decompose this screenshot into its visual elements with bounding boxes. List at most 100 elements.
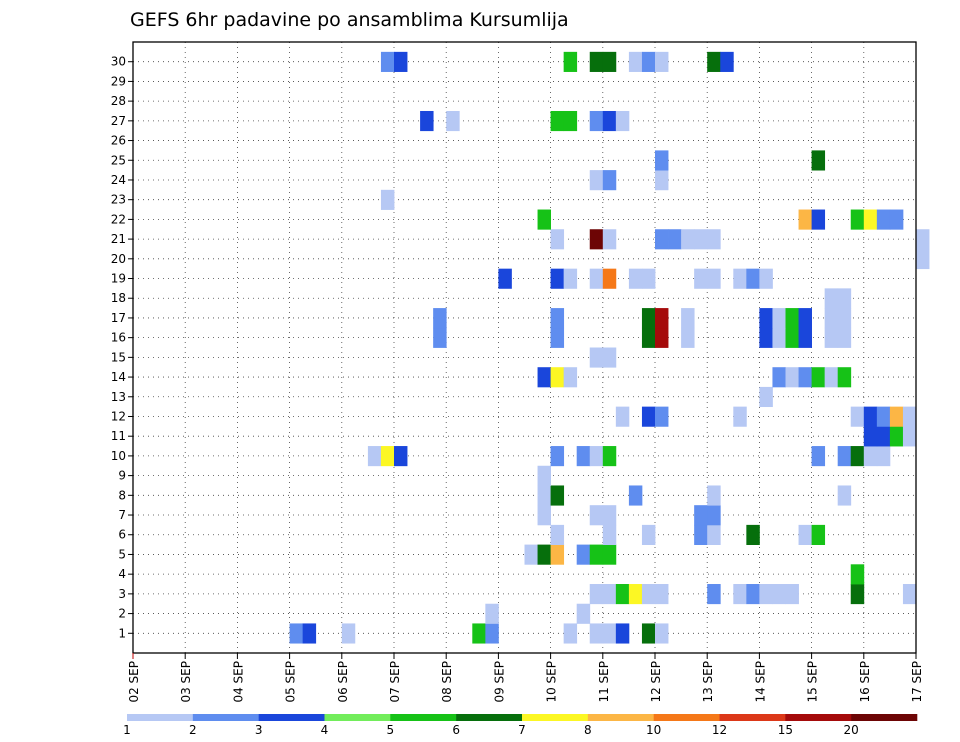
heatmap-cell [550,327,565,348]
heatmap-cell [772,327,786,348]
heatmap-cell [837,327,852,348]
colorbar-swatch [258,714,325,721]
heatmap-cell [694,505,708,526]
heatmap-cell [850,446,865,467]
colorbar-label: 8 [584,723,592,737]
heatmap-cell [811,209,826,230]
heatmap-cell [615,623,630,644]
heatmap-cell [785,327,799,348]
x-tick-label: 02 SEP [127,661,141,703]
heatmap-cell [628,51,643,72]
y-tick-label: 15 [111,350,126,364]
heatmap-cell [641,524,656,545]
heatmap-cell [746,584,760,605]
heatmap-cell [863,406,878,427]
y-tick-label: 28 [111,94,126,108]
heatmap-cell [589,268,604,289]
heatmap-cell [837,288,852,309]
heatmap-cell [472,623,486,644]
x-tick-label: 15 SEP [806,661,820,703]
heatmap-cell [785,367,799,388]
heatmap-cell [759,268,773,289]
heatmap-cell [902,584,917,605]
heatmap-cell [876,446,891,467]
y-tick-label: 29 [111,74,126,88]
heatmap-cell [550,229,565,250]
heatmap-cell [589,623,604,644]
colorbar-label: 1 [123,723,131,737]
heatmap-cell [824,288,839,309]
heatmap-cell [824,327,839,348]
heatmap-cell [380,51,395,72]
x-axis-ticks: 02 SEP 03 SEP 04 SEP 05 SEP 06 SEP 07 SEP 08 S… [127,653,924,703]
heatmap-cell [589,347,604,368]
heatmap-cell [798,367,812,388]
y-tick-label: 20 [111,252,126,266]
heatmap-cell [785,584,799,605]
heatmap-cell [485,623,499,644]
heatmap-cell [641,623,656,644]
heatmap-cell [798,209,812,230]
heatmap-cell [824,367,839,388]
heatmap-cell [550,524,565,545]
heatmap-cell [498,268,512,289]
heatmap-cell [446,110,460,132]
colorbar-swatch [785,714,852,721]
heatmap-cell [850,584,865,605]
colorbar-label: 7 [518,723,526,737]
colorbar-label: 3 [255,723,263,737]
heatmap-cell [641,51,656,72]
heatmap-cell [772,308,786,329]
heatmap-cell [759,386,773,408]
heatmap-cell [707,268,721,289]
y-tick-label: 23 [111,193,126,207]
y-tick-label: 1 [118,626,126,640]
heatmap-cell [602,584,617,605]
heatmap-cell [798,524,812,545]
heatmap-cell [746,268,760,289]
y-tick-label: 22 [111,212,126,226]
heatmap-cell [707,584,721,605]
y-tick-label: 24 [111,173,126,187]
heatmap-cell [433,327,447,348]
y-axis-ticks: 1234567891011121314151617181920212223242… [111,55,133,640]
heatmap-cell [863,446,878,467]
heatmap-cell [563,110,578,132]
heatmap-cell [380,446,395,467]
heatmap-cell [798,327,812,348]
heatmap-cell [811,446,826,467]
heatmap-cell [602,544,617,565]
y-tick-label: 30 [111,55,126,69]
heatmap-cell [733,406,747,427]
heatmap-cell [889,406,904,427]
heatmap-cell [628,485,643,506]
heatmap-cell [681,327,695,348]
y-tick-label: 2 [118,607,126,621]
heatmap-cell [837,446,852,467]
heatmap-cell [563,367,578,388]
colorbar-swatch [719,714,786,721]
heatmap-cell [394,446,408,467]
heatmap-cell [694,268,708,289]
heatmap-cell [563,623,578,644]
heatmap-cell [602,623,617,644]
heatmap-cell [916,248,930,270]
heatmap-cell [641,327,656,348]
heatmap-cell [759,584,773,605]
y-tick-label: 18 [111,291,126,305]
x-tick-label: 06 SEP [336,661,350,703]
colorbar-label: 15 [778,723,793,737]
heatmap-cell [863,209,878,230]
heatmap-cell [563,268,578,289]
heatmap-cell [785,308,799,329]
heatmap-cell [889,426,904,447]
heatmap-cell [837,308,852,329]
y-tick-label: 13 [111,390,126,404]
heatmap-cell [759,327,773,348]
x-tick-label: 11 SEP [597,661,611,703]
y-tick-label: 10 [111,449,126,463]
heatmap-cell [850,406,865,427]
colorbar-swatch [587,714,654,721]
heatmap-cell [694,524,708,545]
heatmap-cell [589,229,604,250]
